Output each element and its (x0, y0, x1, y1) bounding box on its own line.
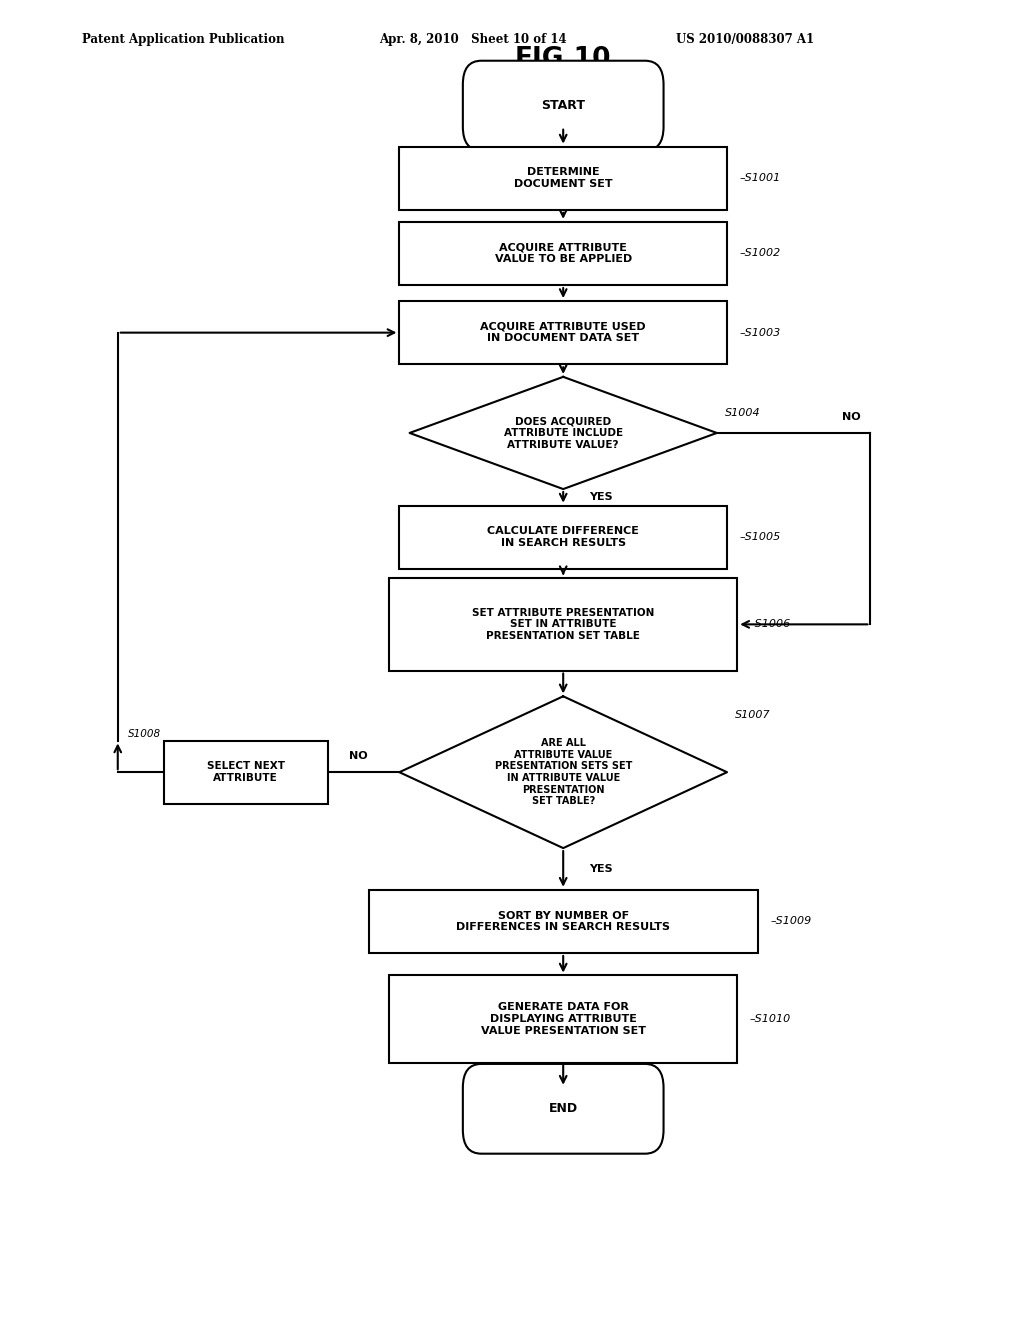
Text: CALCULATE DIFFERENCE
IN SEARCH RESULTS: CALCULATE DIFFERENCE IN SEARCH RESULTS (487, 527, 639, 548)
Text: END: END (549, 1102, 578, 1115)
Polygon shape (399, 697, 727, 849)
Text: YES: YES (589, 863, 612, 874)
Bar (399, 506, 727, 569)
Text: –S1009: –S1009 (770, 916, 811, 927)
Text: ACQUIRE ATTRIBUTE
VALUE TO BE APPLIED: ACQUIRE ATTRIBUTE VALUE TO BE APPLIED (495, 243, 632, 264)
Text: NO: NO (349, 751, 368, 762)
Text: YES: YES (589, 492, 612, 503)
Bar (164, 741, 328, 804)
Text: DOES ACQUIRED
ATTRIBUTE INCLUDE
ATTRIBUTE VALUE?: DOES ACQUIRED ATTRIBUTE INCLUDE ATTRIBUT… (504, 416, 623, 450)
Text: US 2010/0088307 A1: US 2010/0088307 A1 (676, 33, 814, 46)
Text: S1007: S1007 (735, 710, 771, 719)
Text: S1004: S1004 (725, 408, 761, 417)
Text: SORT BY NUMBER OF
DIFFERENCES IN SEARCH RESULTS: SORT BY NUMBER OF DIFFERENCES IN SEARCH … (457, 911, 670, 932)
Text: –S1002: –S1002 (739, 248, 780, 259)
Text: Patent Application Publication: Patent Application Publication (82, 33, 285, 46)
Text: S1008: S1008 (128, 729, 161, 739)
Bar (399, 301, 727, 364)
Text: –S1001: –S1001 (739, 173, 780, 183)
Text: FIG.10: FIG.10 (515, 46, 611, 73)
Bar (369, 890, 758, 953)
Text: –S1003: –S1003 (739, 327, 780, 338)
Text: ACQUIRE ATTRIBUTE USED
IN DOCUMENT DATA SET: ACQUIRE ATTRIBUTE USED IN DOCUMENT DATA … (480, 322, 646, 343)
Bar (399, 222, 727, 285)
Text: –S1005: –S1005 (739, 532, 780, 543)
Bar (389, 975, 737, 1063)
Text: –S1006: –S1006 (750, 619, 791, 630)
Text: DETERMINE
DOCUMENT SET: DETERMINE DOCUMENT SET (514, 168, 612, 189)
FancyBboxPatch shape (463, 61, 664, 150)
Text: NO: NO (842, 412, 860, 422)
Bar (389, 578, 737, 671)
Bar (399, 147, 727, 210)
Text: GENERATE DATA FOR
DISPLAYING ATTRIBUTE
VALUE PRESENTATION SET: GENERATE DATA FOR DISPLAYING ATTRIBUTE V… (480, 1002, 646, 1036)
Text: START: START (542, 99, 585, 112)
Text: Apr. 8, 2010   Sheet 10 of 14: Apr. 8, 2010 Sheet 10 of 14 (379, 33, 566, 46)
Polygon shape (410, 378, 717, 488)
Text: ARE ALL
ATTRIBUTE VALUE
PRESENTATION SETS SET
IN ATTRIBUTE VALUE
PRESENTATION
SE: ARE ALL ATTRIBUTE VALUE PRESENTATION SET… (495, 738, 632, 807)
Text: SET ATTRIBUTE PRESENTATION
SET IN ATTRIBUTE
PRESENTATION SET TABLE: SET ATTRIBUTE PRESENTATION SET IN ATTRIB… (472, 607, 654, 642)
Text: SELECT NEXT
ATTRIBUTE: SELECT NEXT ATTRIBUTE (207, 762, 285, 783)
FancyBboxPatch shape (463, 1064, 664, 1154)
Text: –S1010: –S1010 (750, 1014, 791, 1024)
